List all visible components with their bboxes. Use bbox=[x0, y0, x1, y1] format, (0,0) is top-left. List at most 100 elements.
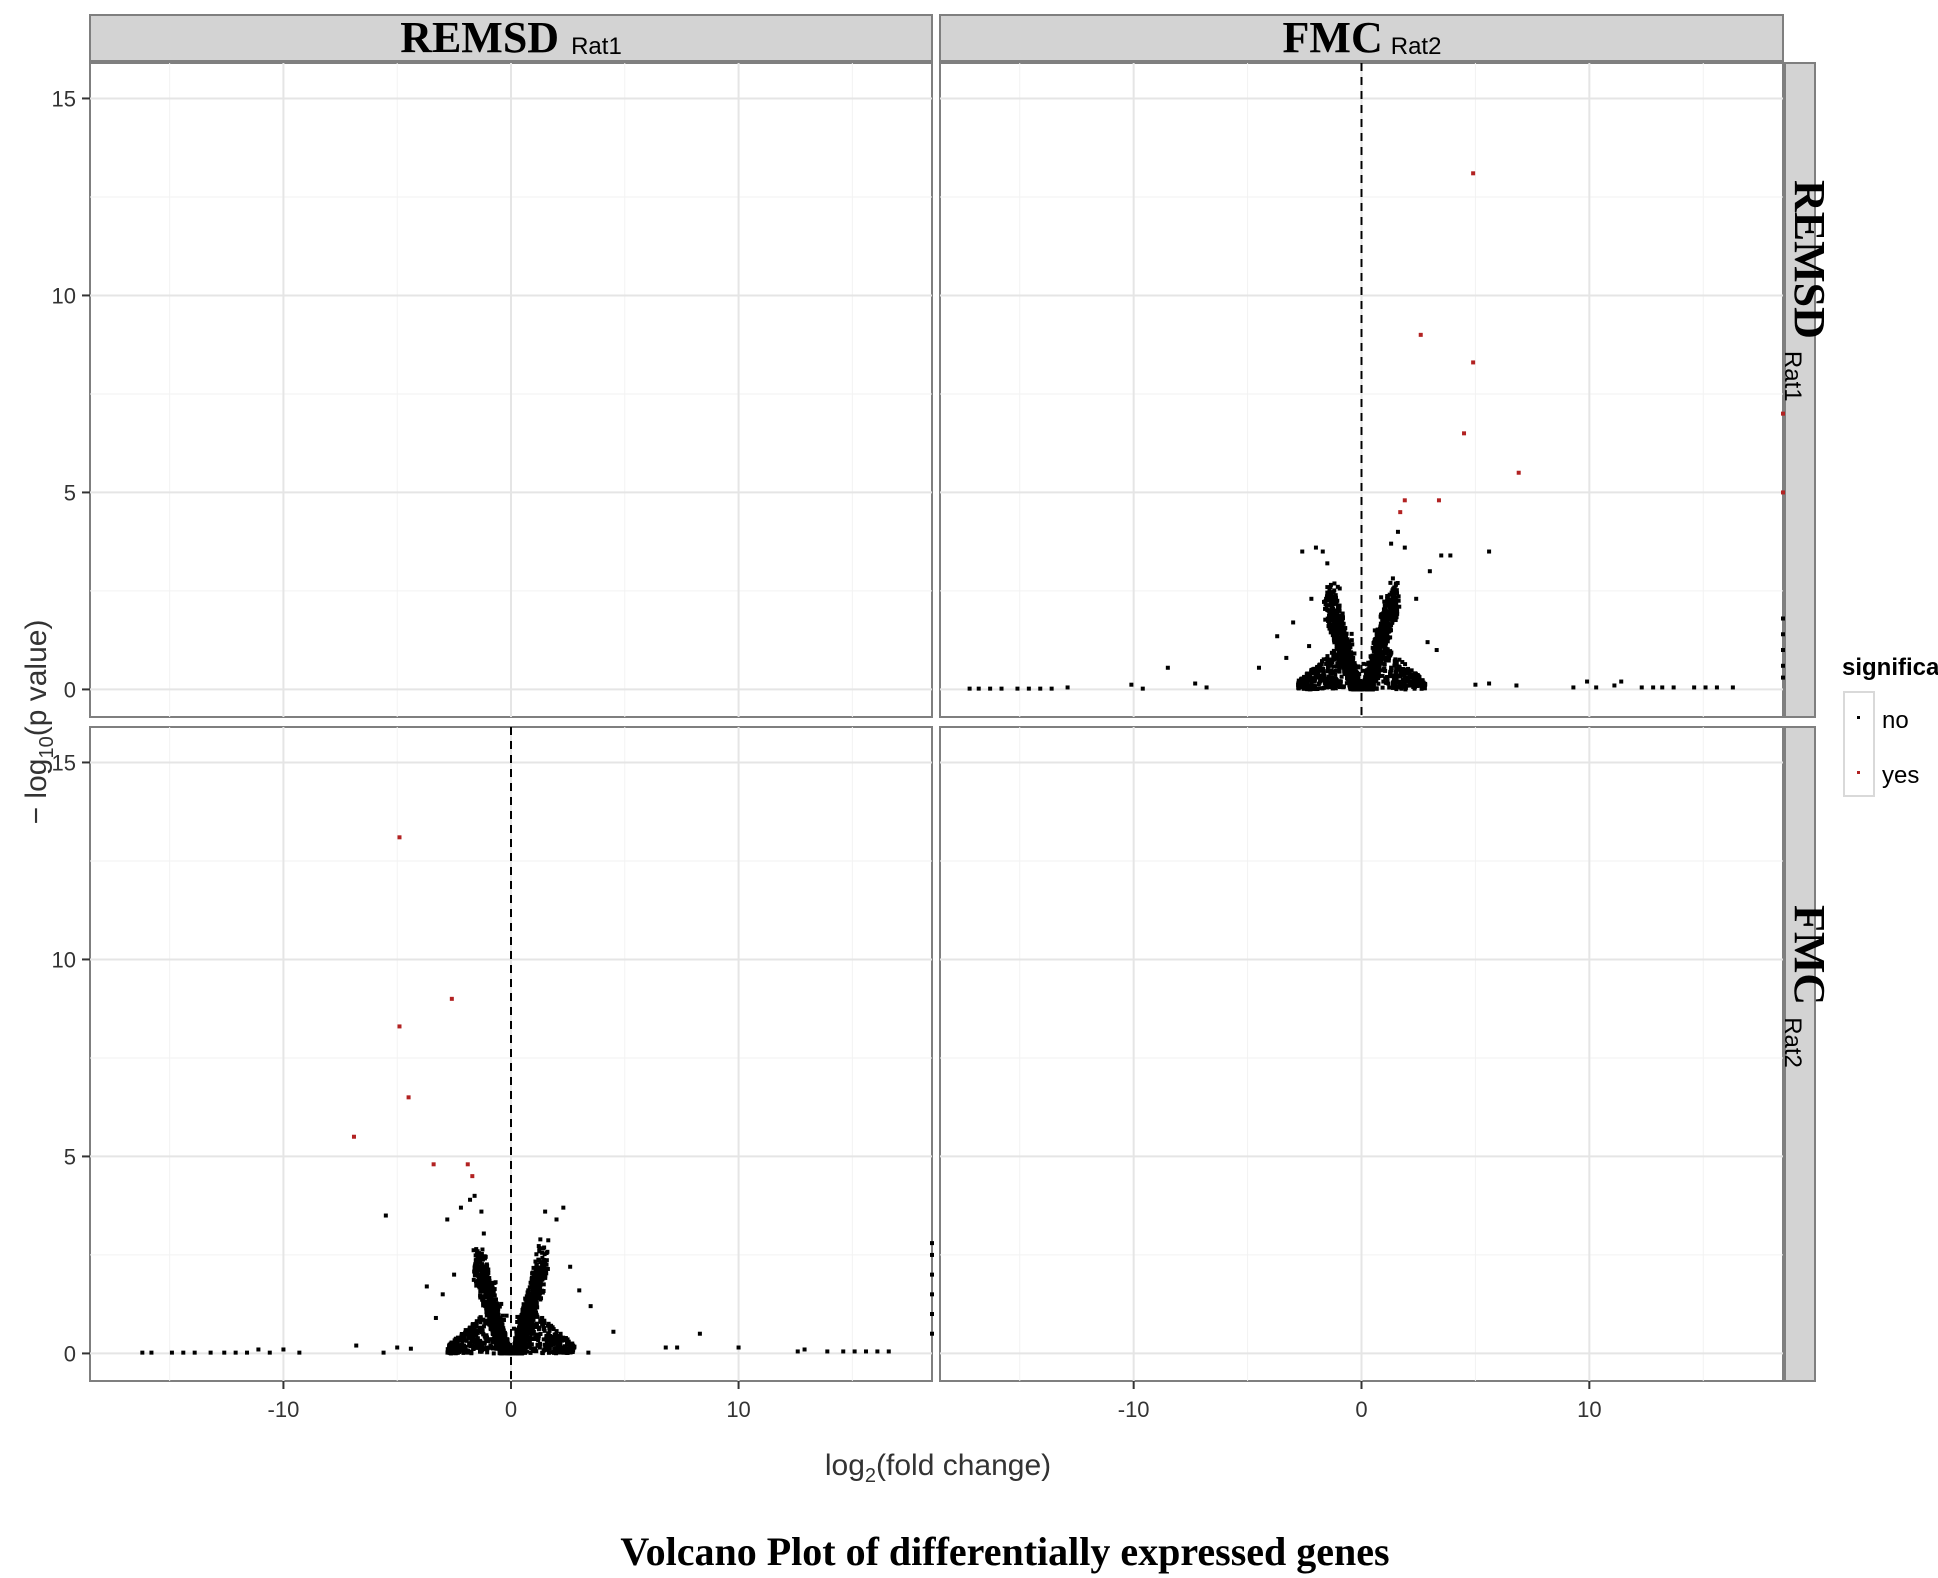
point-no bbox=[433, 1315, 438, 1320]
point-no bbox=[1325, 685, 1330, 690]
point-no bbox=[1317, 686, 1322, 691]
point-no bbox=[1382, 640, 1387, 645]
point-no bbox=[1394, 599, 1399, 604]
point-no bbox=[1342, 641, 1347, 646]
point-no bbox=[540, 1266, 545, 1271]
point-no bbox=[554, 1340, 559, 1345]
point-no bbox=[479, 1340, 484, 1345]
panel-r1-c1: 0 5 10 15 bbox=[52, 62, 933, 718]
point-no bbox=[533, 1295, 538, 1300]
point-no bbox=[1340, 615, 1345, 620]
point-no bbox=[488, 1300, 493, 1305]
point-no bbox=[1393, 595, 1398, 600]
point-no bbox=[1332, 622, 1337, 627]
point-no bbox=[1313, 545, 1318, 550]
point-no bbox=[930, 1272, 934, 1277]
point-no bbox=[1389, 541, 1394, 546]
point-no bbox=[542, 1321, 547, 1326]
point-no bbox=[532, 1273, 537, 1278]
point-no bbox=[1619, 679, 1624, 684]
point-no bbox=[1374, 642, 1379, 647]
point-no bbox=[1371, 682, 1376, 687]
point-no bbox=[539, 1260, 544, 1265]
point-no bbox=[1378, 635, 1383, 640]
point-no bbox=[554, 1338, 559, 1343]
point-no bbox=[1382, 603, 1387, 608]
point-no bbox=[1323, 679, 1328, 684]
point-no bbox=[1403, 676, 1408, 681]
point-no bbox=[1402, 545, 1407, 550]
point-no bbox=[1365, 675, 1370, 680]
point-no bbox=[1781, 675, 1785, 680]
point-no bbox=[501, 1333, 506, 1338]
point-no bbox=[988, 686, 993, 691]
point-no bbox=[1341, 621, 1346, 626]
point-no bbox=[502, 1337, 507, 1342]
point-no bbox=[572, 1345, 577, 1350]
point-no bbox=[518, 1342, 523, 1347]
point-no bbox=[1781, 632, 1785, 637]
point-no bbox=[516, 1344, 521, 1349]
point-no bbox=[500, 1335, 505, 1340]
point-no bbox=[1391, 613, 1396, 618]
point-no bbox=[1612, 683, 1617, 688]
point-no bbox=[1639, 685, 1644, 690]
point-yes bbox=[431, 1162, 436, 1167]
point-no bbox=[458, 1345, 463, 1350]
point-no bbox=[451, 1340, 456, 1345]
point-no bbox=[1405, 679, 1410, 684]
point-no bbox=[533, 1259, 538, 1264]
point-no bbox=[1395, 611, 1400, 616]
point-no bbox=[1413, 671, 1418, 676]
point-no bbox=[1337, 666, 1342, 671]
point-no bbox=[1393, 683, 1398, 688]
point-no bbox=[1378, 639, 1383, 644]
point-no bbox=[494, 1334, 499, 1339]
point-no bbox=[1380, 617, 1385, 622]
point-no bbox=[1338, 631, 1343, 636]
point-no bbox=[1387, 598, 1392, 603]
point-no bbox=[479, 1282, 484, 1287]
point-no bbox=[482, 1289, 487, 1294]
point-no bbox=[1385, 678, 1390, 683]
point-no bbox=[475, 1268, 480, 1273]
point-no bbox=[663, 1345, 668, 1350]
point-no bbox=[536, 1294, 541, 1299]
point-no bbox=[1376, 681, 1381, 686]
point-no bbox=[1337, 607, 1342, 612]
point-no bbox=[498, 1323, 503, 1328]
point-no bbox=[1204, 685, 1209, 690]
point-no bbox=[1397, 604, 1402, 609]
point-no bbox=[281, 1347, 286, 1352]
point-no bbox=[1325, 595, 1330, 600]
point-no bbox=[491, 1299, 496, 1304]
point-no bbox=[471, 1346, 476, 1351]
point-no bbox=[1345, 661, 1350, 666]
point-no bbox=[516, 1347, 521, 1352]
legend-title: significant bbox=[1842, 654, 1938, 681]
point-no bbox=[561, 1335, 566, 1340]
point-no bbox=[528, 1350, 533, 1355]
point-no bbox=[485, 1350, 490, 1355]
point-no bbox=[1390, 576, 1395, 581]
legend-label-yes: yes bbox=[1882, 762, 1919, 789]
point-no bbox=[1338, 646, 1343, 651]
col-strip-1: REMSD Rat1 bbox=[89, 13, 933, 62]
point-no bbox=[519, 1351, 524, 1356]
point-no bbox=[1340, 658, 1345, 663]
point-no bbox=[554, 1334, 559, 1339]
point-no bbox=[1383, 680, 1388, 685]
point-no bbox=[1395, 529, 1400, 534]
point-no bbox=[523, 1339, 528, 1344]
y-tick-label: 15 bbox=[52, 86, 76, 111]
point-no bbox=[1388, 674, 1393, 679]
point-no bbox=[1335, 603, 1340, 608]
point-no bbox=[546, 1238, 551, 1243]
point-no bbox=[1380, 685, 1385, 690]
point-no bbox=[520, 1325, 525, 1330]
point-no bbox=[501, 1342, 506, 1347]
point-no bbox=[544, 1337, 549, 1342]
point-no bbox=[1337, 614, 1342, 619]
point-no bbox=[492, 1306, 497, 1311]
point-no bbox=[1331, 648, 1336, 653]
